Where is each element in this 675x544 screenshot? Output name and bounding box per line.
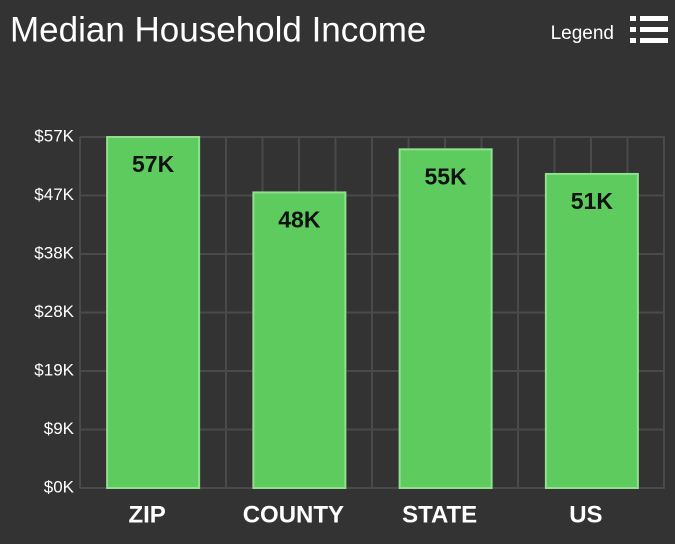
bar bbox=[252, 191, 347, 489]
legend-icon[interactable] bbox=[630, 16, 668, 43]
chart-title: Median Household Income bbox=[10, 10, 426, 49]
bar bbox=[106, 136, 201, 489]
x-tick-label: US bbox=[569, 501, 602, 528]
x-tick-label: ZIP bbox=[128, 501, 165, 528]
y-tick-label: $28K bbox=[34, 302, 74, 321]
y-tick-label: $38K bbox=[34, 243, 74, 262]
data-label: 48K bbox=[278, 206, 321, 232]
data-label: 51K bbox=[571, 188, 614, 214]
y-tick-label: $0K bbox=[44, 477, 75, 496]
y-tick-label: $9K bbox=[44, 419, 75, 438]
legend-label[interactable]: Legend bbox=[551, 23, 614, 44]
y-tick-label: $19K bbox=[34, 360, 74, 379]
y-tick-label: $57K bbox=[34, 126, 74, 145]
legend-button[interactable]: Legend bbox=[551, 16, 668, 44]
data-label: 55K bbox=[425, 163, 468, 189]
y-tick-label: $47K bbox=[34, 185, 74, 204]
x-tick-label: COUNTY bbox=[243, 501, 344, 528]
bar bbox=[398, 148, 493, 489]
data-label: 57K bbox=[132, 151, 175, 177]
x-tick-label: STATE bbox=[402, 501, 477, 528]
bar bbox=[544, 172, 639, 490]
